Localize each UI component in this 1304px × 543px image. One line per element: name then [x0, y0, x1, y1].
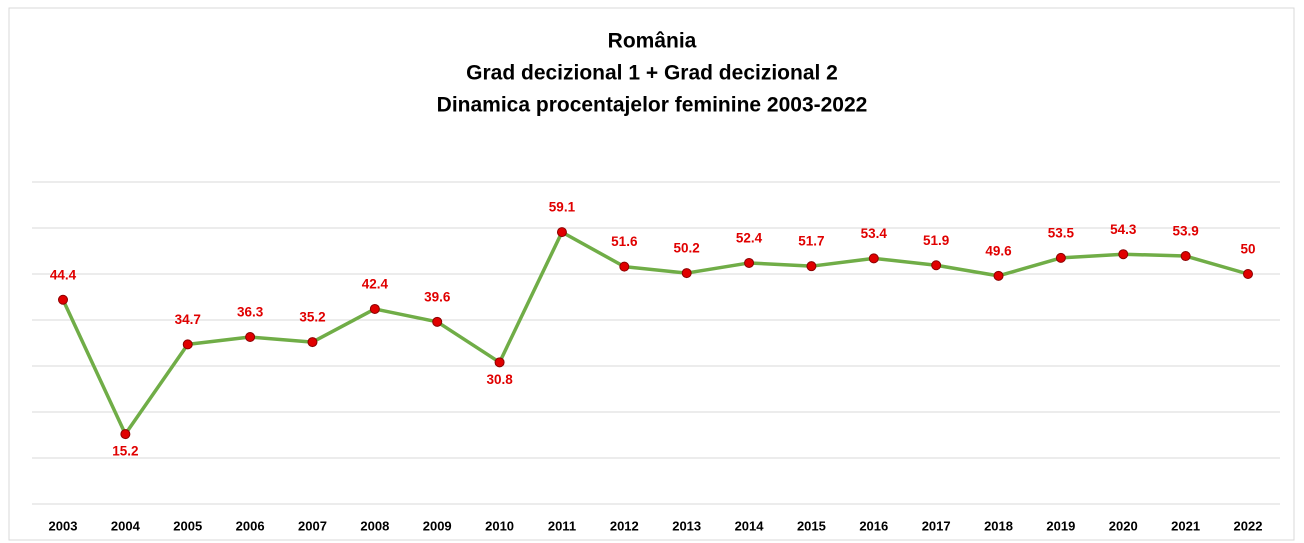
line — [61, 230, 1249, 436]
data-label: 50.2 — [674, 241, 700, 256]
data-label: 39.6 — [424, 289, 451, 304]
marker — [307, 337, 318, 348]
data-label: 53.4 — [861, 226, 888, 241]
marker — [494, 357, 505, 368]
x-tick-label: 2007 — [298, 518, 327, 533]
x-tick-label: 2018 — [984, 518, 1013, 533]
marker — [993, 270, 1004, 281]
x-tick-label: 2017 — [922, 518, 951, 533]
data-label: 44.4 — [50, 267, 77, 282]
data-label: 49.6 — [985, 243, 1012, 258]
marker — [744, 257, 755, 268]
x-tick-label: 2022 — [1234, 518, 1263, 533]
x-tick-label: 2004 — [111, 518, 141, 533]
x-tick-label: 2020 — [1109, 518, 1138, 533]
chart-subtitle: Grad decizional 1 + Grad decizional 2 — [466, 62, 838, 85]
marker — [1180, 251, 1191, 262]
marker — [245, 332, 256, 343]
marker — [806, 261, 817, 272]
marker — [58, 294, 68, 305]
x-tick-label: 2006 — [236, 518, 265, 533]
marker — [681, 268, 692, 279]
x-tick-label: 2005 — [173, 518, 202, 533]
x-tick-label: 2011 — [548, 518, 576, 533]
x-tick-label: 2009 — [423, 518, 452, 533]
data-label: 34.7 — [175, 312, 201, 327]
marker — [619, 261, 630, 272]
chart-subtitle: Dinamica procentajelor feminine 2003-202… — [437, 94, 868, 117]
data-label: 53.9 — [1172, 224, 1198, 239]
data-label: 52.4 — [736, 231, 763, 246]
marker — [931, 260, 942, 271]
marker — [1055, 252, 1066, 263]
x-tick-label: 2012 — [610, 518, 639, 533]
x-tick-label: 2003 — [49, 518, 78, 533]
marker — [369, 303, 380, 314]
marker — [556, 227, 567, 238]
x-tick-label: 2015 — [797, 518, 826, 533]
marker — [1243, 269, 1253, 279]
data-label: 59.1 — [549, 200, 576, 215]
data-label: 54.3 — [1110, 222, 1137, 237]
x-tick-label: 2016 — [859, 518, 888, 533]
data-label: 53.5 — [1048, 225, 1075, 240]
data-label: 50 — [1240, 242, 1255, 257]
x-tick-label: 2019 — [1046, 518, 1075, 533]
x-tick-label: 2010 — [485, 518, 514, 533]
data-label: 15.2 — [112, 444, 138, 459]
data-label: 51.7 — [798, 234, 824, 249]
data-label: 30.8 — [486, 372, 513, 387]
x-tick-label: 2008 — [360, 518, 389, 533]
x-tick-label: 2014 — [735, 518, 765, 533]
x-tick-label: 2021 — [1171, 518, 1200, 533]
chart-title: România — [608, 30, 697, 53]
marker — [868, 253, 879, 264]
marker — [120, 429, 131, 440]
marker — [432, 316, 443, 327]
data-label: 42.4 — [362, 277, 389, 292]
data-label: 51.9 — [923, 233, 949, 248]
data-label: 51.6 — [611, 234, 638, 249]
marker — [1118, 249, 1129, 260]
data-label: 36.3 — [237, 305, 264, 320]
x-tick-label: 2013 — [672, 518, 701, 533]
data-label: 35.2 — [299, 310, 325, 325]
marker — [182, 339, 193, 350]
